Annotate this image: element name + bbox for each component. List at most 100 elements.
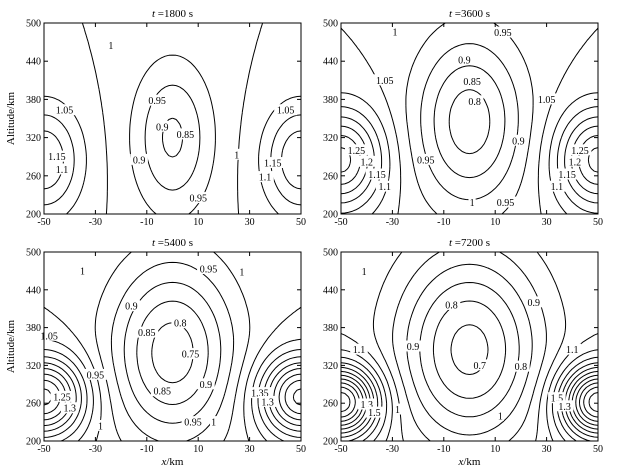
panel-title: t =5400 s (152, 237, 193, 249)
contour-label: 1.3 (360, 400, 373, 411)
contour-panel-1: 1 0.95 0.9 0.85 0.9 0.95 1 1.05 1.15 1.1 1.05 1.15 1… (5, 8, 306, 228)
panel-title-variable: t (449, 8, 453, 20)
contour-label-bg (248, 387, 272, 399)
contour-label-bg (53, 163, 71, 175)
contour-label: 0.9 (407, 342, 420, 353)
contour-label-bg (535, 93, 558, 105)
contour-label-bg (365, 406, 384, 418)
contour-label-bg (375, 180, 394, 192)
y-tick-label: 200 (323, 437, 338, 448)
contour-label: 0.9 (200, 380, 213, 391)
contour-label: 0.95 (148, 96, 166, 107)
y-tick-label: 440 (26, 57, 41, 68)
contour-label-bg (238, 266, 246, 278)
contour-label-bg (391, 25, 399, 37)
y-axis-label: Altitude/km (5, 91, 17, 145)
contour-label: 1.3 (261, 397, 274, 408)
x-tick-label: 10 (490, 217, 500, 228)
contour-label: 0.95 (417, 155, 435, 166)
contour-label: 0.95 (497, 198, 515, 209)
contour-label: 1.15 (368, 170, 386, 181)
panel-title-value: =1800 s (155, 8, 193, 20)
contour-label: 0.9 (125, 302, 138, 313)
contour-label: 1 (234, 150, 239, 161)
contour-label-bg (563, 343, 582, 355)
y-tick-label: 200 (26, 437, 41, 448)
x-tick-label: -50 (37, 444, 50, 455)
contour-label-bg (50, 390, 74, 402)
contour-label: 1.05 (56, 106, 74, 117)
contour-label-bg (404, 340, 422, 352)
contour-label-bg (393, 403, 402, 415)
contour-label: 1.3 (558, 402, 571, 413)
contour-label-bg (78, 264, 87, 276)
x-tick-label: 30 (542, 217, 552, 228)
y-tick-label: 200 (26, 210, 41, 221)
contour-label: 0.85 (177, 130, 195, 141)
y-tick-label: 320 (323, 133, 338, 144)
contour-label: 1 (498, 411, 503, 422)
contour-label: 1 (98, 421, 103, 432)
contour-label: 0.95 (494, 28, 512, 39)
contour-label: 1.1 (566, 345, 579, 356)
contour-panel-3: 1 1 0.95 0.9 0.85 0.8 0.75 1.05 0.95 0.85 0.9 0.95 1… (5, 237, 306, 468)
x-tick-label: -10 (437, 444, 450, 455)
contour-label: 0.95 (200, 265, 218, 276)
contour-label-bg (122, 300, 141, 312)
contour-label: 1.1 (56, 165, 69, 176)
contour-label: 0.95 (184, 418, 202, 429)
contour-label-bg (568, 144, 592, 156)
contour-label-bg (357, 155, 376, 167)
contour-label-bg (357, 398, 376, 410)
x-tick-label: 50 (593, 217, 603, 228)
contour-label: 1 (108, 41, 113, 52)
contour-label: 1 (211, 418, 216, 429)
contour-label-bg (197, 263, 220, 275)
x-tick-label: 30 (245, 444, 255, 455)
contour-label-bg (60, 402, 79, 414)
contour-label: 1.1 (378, 182, 391, 193)
contour-label-bg (171, 317, 190, 329)
contour-label: 0.95 (87, 370, 105, 381)
panel-title-value: =5400 s (155, 237, 193, 249)
contour-label: 1 (362, 267, 367, 278)
contour-label: 1.25 (53, 392, 71, 403)
plot-frame (43, 22, 302, 215)
x-tick-label: 10 (490, 444, 500, 455)
panel-title-value: =3600 s (452, 8, 490, 20)
panel-title: t =3600 s (449, 8, 490, 20)
contour-label-bg (258, 395, 277, 407)
contour-label-bg (524, 296, 543, 308)
plot-frame (340, 251, 599, 442)
contour-label: 1.3 (63, 404, 76, 415)
contour-label-bg (548, 180, 566, 192)
contour-label: 0.9 (458, 55, 471, 66)
contour-label-bg (460, 75, 484, 87)
contour-label: 1.2 (569, 157, 582, 168)
contour-label: 0.75 (182, 350, 200, 361)
contour-label-bg (365, 168, 389, 180)
contour-label-bg (233, 148, 241, 160)
contour-label: 0.8 (515, 362, 528, 373)
contour-label: 1.1 (259, 173, 272, 184)
x-tick-label: -30 (386, 217, 399, 228)
contour-label: 1 (239, 268, 244, 279)
contour-label-bg (548, 392, 566, 404)
plot-frame (340, 22, 599, 215)
contour-label-bg (455, 53, 474, 65)
x-axis-label-variable: x (160, 456, 166, 468)
x-tick-label: 30 (245, 217, 255, 228)
contour-label: 0.8 (174, 319, 187, 330)
y-tick-label: 380 (26, 95, 41, 106)
y-tick-label: 380 (26, 323, 41, 334)
panel-title-variable: t (449, 237, 453, 249)
contour-label: 1.15 (264, 159, 282, 170)
y-tick-label: 320 (26, 361, 41, 372)
y-tick-label: 500 (323, 248, 338, 259)
contour-label-bg (96, 419, 105, 431)
x-tick-label: -10 (140, 444, 153, 455)
contour-label: 0.9 (133, 155, 146, 166)
x-tick-label: -30 (89, 444, 102, 455)
x-axis-label-unit: /km (463, 456, 481, 468)
